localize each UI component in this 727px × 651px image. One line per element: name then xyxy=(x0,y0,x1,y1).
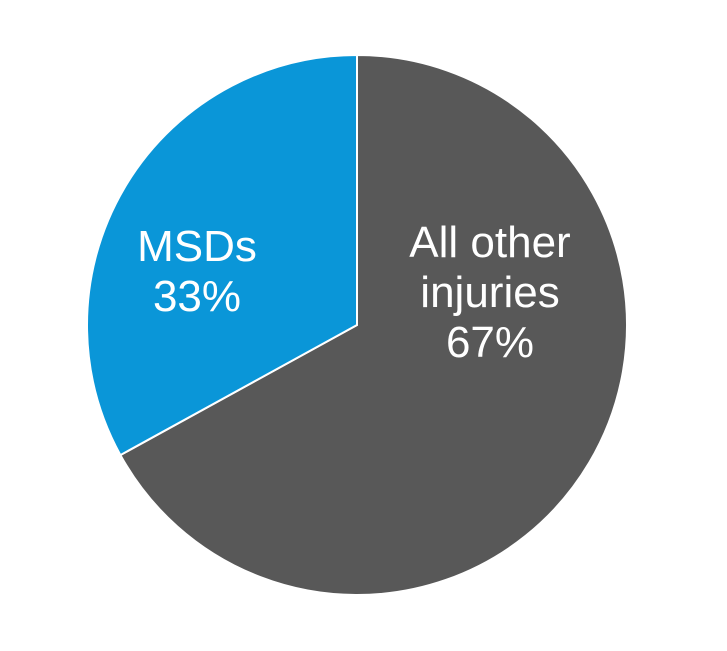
category-label: All other injuries xyxy=(409,218,571,317)
category-label: MSDs xyxy=(137,222,257,271)
pie-slice xyxy=(119,53,628,596)
slice-label: All other injuries 67% xyxy=(370,218,610,368)
slice-label: MSDs 33% xyxy=(77,222,317,322)
pie-slice xyxy=(86,53,358,457)
value-label: 67% xyxy=(445,318,535,367)
value-label: 33% xyxy=(152,272,242,321)
